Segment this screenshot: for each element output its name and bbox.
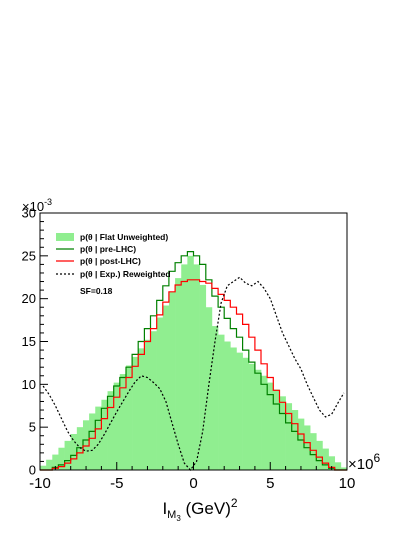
series-line-exp-reweighted [42, 276, 345, 471]
x-tick-label: 0 [189, 475, 197, 492]
hist-bar-flat-unweighted [119, 374, 127, 470]
x-tick-label: 5 [266, 475, 274, 492]
hist-bar-flat-unweighted [89, 413, 96, 470]
hist-bar-flat-unweighted [175, 278, 182, 470]
hist-bar-flat-unweighted [58, 447, 65, 470]
hist-bar-flat-unweighted [273, 389, 280, 470]
hist-bar-flat-unweighted [218, 334, 225, 470]
hist-bar-flat-unweighted [95, 406, 102, 470]
hist-bar-flat-unweighted [181, 264, 188, 470]
hist-bar-flat-unweighted [70, 434, 78, 470]
y-tick-label: 15 [22, 334, 36, 349]
hist-bar-flat-unweighted [248, 363, 256, 470]
hist-bar-flat-unweighted [187, 255, 194, 470]
legend-swatch-fill [56, 233, 74, 241]
hist-bar-flat-unweighted [261, 375, 268, 470]
x-tick-label: -10 [29, 475, 51, 492]
hist-bar-flat-unweighted [322, 448, 329, 470]
y-multiplier: ×10-3 [22, 197, 52, 214]
hist-bar-flat-unweighted [199, 284, 207, 470]
hist-bar-flat-unweighted [156, 317, 164, 470]
hist-bar-flat-unweighted [310, 433, 317, 470]
legend-entry: p(θ | post-LHC) [80, 256, 141, 266]
hist-bar-flat-unweighted [46, 459, 53, 470]
x-multiplier-exp: 6 [373, 451, 380, 465]
hist-bar-flat-unweighted [328, 456, 336, 470]
hist-bar-flat-unweighted [285, 403, 293, 470]
plot-series [40, 251, 348, 471]
hist-bar-flat-unweighted [125, 365, 133, 470]
legend-annotation: SF=0.18 [80, 286, 113, 296]
legend-entry: p(θ | pre-LHC) [80, 244, 136, 254]
hist-bar-flat-unweighted [52, 454, 59, 470]
y-tick-label: 25 [22, 248, 36, 263]
legend-entry: p(θ | Exp.) Reweighted [80, 269, 171, 279]
series-flat-unweighted [40, 255, 348, 470]
x-axis-label: IM3 (GeV)2 [162, 496, 237, 523]
y-tick-label: 20 [22, 291, 36, 306]
hist-bar-flat-unweighted [254, 369, 262, 470]
hist-bar-flat-unweighted [150, 331, 157, 470]
hist-bar-flat-unweighted [211, 326, 219, 470]
x-axis-label-exp: 2 [231, 496, 238, 510]
y-multiplier-exp: -3 [44, 197, 52, 207]
axis-ticks: -10 -5 0 5 10 0 5 10 15 20 25 30 [22, 206, 356, 493]
x-multiplier-base: ×10 [348, 456, 373, 473]
legend-entry: p(θ | Flat Unweighted) [80, 232, 168, 242]
hist-bar-flat-unweighted [64, 440, 71, 470]
hist-bar-flat-unweighted [297, 418, 305, 470]
x-tick-label: -5 [110, 475, 123, 492]
hist-bar-flat-unweighted [340, 467, 348, 470]
hist-bar-flat-unweighted [168, 291, 176, 470]
hist-bar-flat-unweighted [291, 410, 299, 470]
hist-bar-flat-unweighted [316, 440, 323, 470]
y-tick-label: 0 [29, 463, 36, 478]
hist-bar-flat-unweighted [162, 305, 170, 470]
hist-bar-flat-unweighted [76, 427, 84, 470]
x-tick-label: 10 [339, 475, 356, 492]
hist-bar-flat-unweighted [205, 307, 213, 470]
hist-bar-flat-unweighted [193, 264, 200, 470]
series-line-post-lhc [40, 279, 347, 471]
hist-bar-flat-unweighted [138, 348, 145, 470]
y-multiplier-base: ×10 [22, 199, 44, 214]
y-tick-label: 5 [29, 420, 36, 435]
hist-bar-flat-unweighted [230, 347, 237, 470]
x-axis-label-rest: (GeV) [181, 499, 231, 518]
y-tick-label: 30 [22, 206, 36, 221]
hist-bar-flat-unweighted [40, 465, 47, 470]
hist-bar-flat-unweighted [236, 352, 243, 470]
hist-bar-flat-unweighted [144, 339, 151, 470]
hist-bar-flat-unweighted [82, 420, 90, 470]
hist-bar-flat-unweighted [132, 356, 139, 470]
legend: p(θ | Flat Unweighted) p(θ | pre-LHC) p(θ … [56, 232, 171, 296]
y-tick-label: 10 [22, 377, 36, 392]
hist-bar-flat-unweighted [113, 382, 121, 470]
hist-bar-flat-unweighted [267, 382, 274, 470]
hist-bar-flat-unweighted [107, 391, 114, 470]
x-multiplier: ×106 [348, 451, 380, 473]
hist-bar-flat-unweighted [242, 357, 250, 470]
x-axis-label-main: I [162, 499, 167, 518]
hist-bar-flat-unweighted [279, 396, 286, 470]
hist-bar-flat-unweighted [224, 341, 231, 470]
x-axis-label-sub: M [167, 509, 176, 521]
x-axis-label-subsub: 3 [176, 514, 181, 523]
hist-bar-flat-unweighted [334, 462, 342, 470]
